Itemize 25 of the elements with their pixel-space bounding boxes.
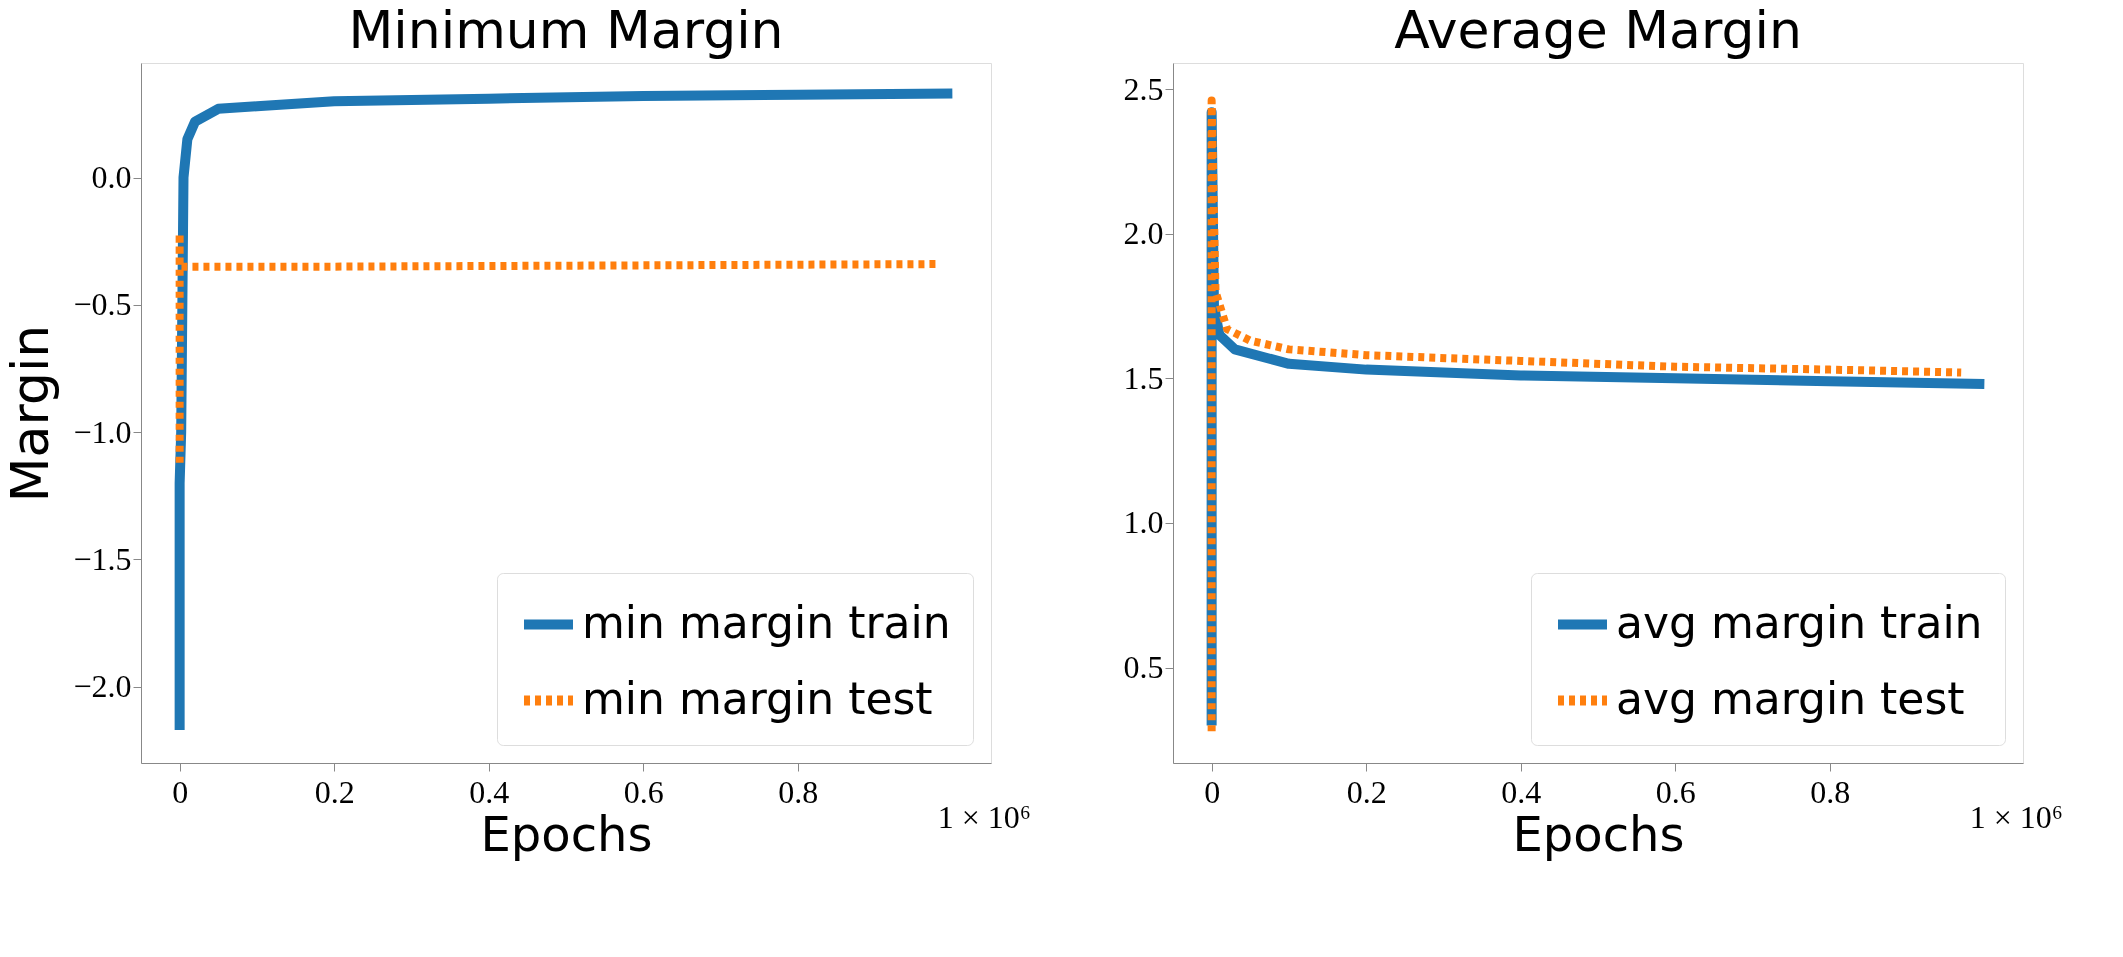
y-tick-label: 1.5 (1123, 359, 1164, 396)
y-tick-label: −1.5 (73, 540, 132, 577)
legend-label: min margin test (582, 672, 933, 724)
y-tick-label: 1.0 (1123, 504, 1164, 541)
x-tick-label: 0.2 (314, 773, 355, 810)
x-tick-label: 0 (172, 773, 189, 810)
text: 1 × 10⁶ (937, 799, 1031, 835)
y-tick-label: 2.5 (1123, 70, 1164, 107)
y-tick-label: −1.0 (73, 413, 132, 450)
y-tick-label: 2.0 (1123, 215, 1164, 252)
x-tick-label: 0.8 (778, 773, 819, 810)
y-tick-label: −2.0 (73, 668, 132, 705)
y-tick-label: −0.5 (73, 286, 132, 323)
text: 1 × 10⁶ (1969, 799, 2063, 835)
y-tick-label: 0.0 (91, 159, 132, 196)
x-tick-label: 0 (1204, 773, 1221, 810)
chart-title: Minimum Margin (348, 0, 784, 60)
legend-label: min margin train (582, 596, 951, 648)
chart-title: Average Margin (1394, 0, 1802, 60)
legend-label: avg margin train (1616, 596, 1983, 648)
x-tick-label: 0.2 (1346, 773, 1387, 810)
y-axis-title: Margin (0, 324, 61, 503)
x-tick-label: 0.8 (1810, 773, 1851, 810)
legend-label: avg margin test (1616, 672, 1965, 724)
y-tick-label: 0.5 (1123, 649, 1164, 686)
